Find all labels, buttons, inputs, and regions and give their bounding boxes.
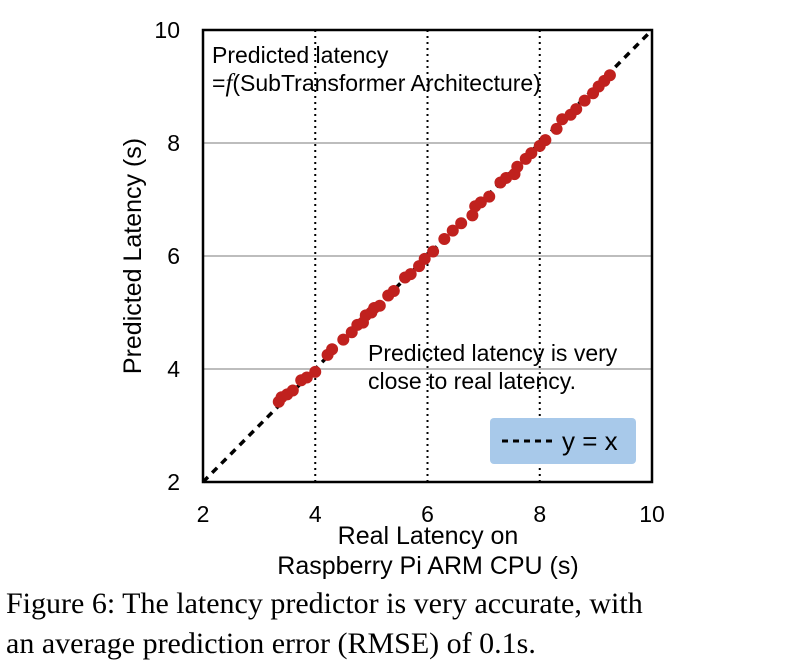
points-layer	[272, 69, 616, 408]
scatter-chart: 2 4 6 8 10 2 4 6 8 10 Predicted latency =f(SubTr…	[119, 17, 665, 580]
y-tick-label: 6	[167, 243, 180, 269]
caption-line-1: Figure 6: The latency predictor is very …	[6, 587, 643, 620]
data-point	[474, 196, 487, 209]
x-tick-label: 2	[197, 501, 210, 527]
data-point	[455, 217, 468, 230]
data-point	[309, 365, 322, 378]
annotation-top-line1: Predicted latency	[212, 42, 389, 68]
data-point	[446, 224, 459, 237]
y-tick-label: 8	[167, 130, 180, 156]
figure-caption: Figure 6: The latency predictor is very …	[6, 584, 792, 664]
data-point	[300, 371, 313, 384]
data-point	[603, 69, 616, 82]
y-tick-label: 4	[167, 356, 180, 382]
data-point	[286, 384, 299, 397]
y-tick-labels: 2 4 6 8 10	[154, 17, 180, 495]
y-tick-label: 10	[154, 17, 180, 43]
annotation-top-func: f	[225, 70, 235, 97]
x-tick-label: 8	[533, 501, 546, 527]
data-point	[387, 285, 400, 298]
annotation-top-suffix: (SubTransformer Architecture)	[232, 70, 540, 96]
data-point	[337, 333, 350, 346]
annotation-mid-line2: close to real latency.	[368, 368, 576, 394]
legend: y = x	[490, 418, 636, 464]
annotation-top-line2: =f(SubTransformer Architecture)	[212, 70, 541, 97]
legend-box	[490, 418, 636, 464]
y-axis-label: Predicted Latency (s)	[119, 138, 147, 374]
data-point	[326, 343, 339, 356]
annotation-mid-line1: Predicted latency is very	[368, 340, 618, 366]
x-tick-label: 6	[421, 501, 434, 527]
x-axis-label-line2: Raspberry Pi ARM CPU (s)	[277, 552, 578, 580]
data-point	[483, 190, 496, 203]
data-point	[438, 233, 451, 246]
plot-frame	[201, 28, 654, 484]
y-tick-label: 2	[167, 469, 180, 495]
caption-line-2: an average prediction error (RMSE) of 0.…	[6, 627, 536, 660]
x-axis-label-line1: Real Latency on	[338, 522, 519, 550]
data-point	[466, 209, 479, 222]
data-point	[578, 94, 591, 107]
data-point	[525, 147, 538, 160]
annotation-top-prefix: =	[212, 70, 225, 96]
data-point	[550, 122, 563, 135]
x-tick-labels: 2 4 6 8 10	[197, 501, 665, 527]
x-tick-label: 10	[639, 501, 665, 527]
data-point	[570, 103, 583, 116]
data-point	[511, 160, 524, 173]
x-tick-label: 4	[309, 501, 322, 527]
data-point	[373, 299, 386, 312]
data-point	[404, 268, 417, 281]
data-point	[427, 245, 440, 258]
data-point	[539, 134, 552, 147]
data-point	[418, 252, 431, 265]
legend-label: y = x	[562, 426, 618, 456]
